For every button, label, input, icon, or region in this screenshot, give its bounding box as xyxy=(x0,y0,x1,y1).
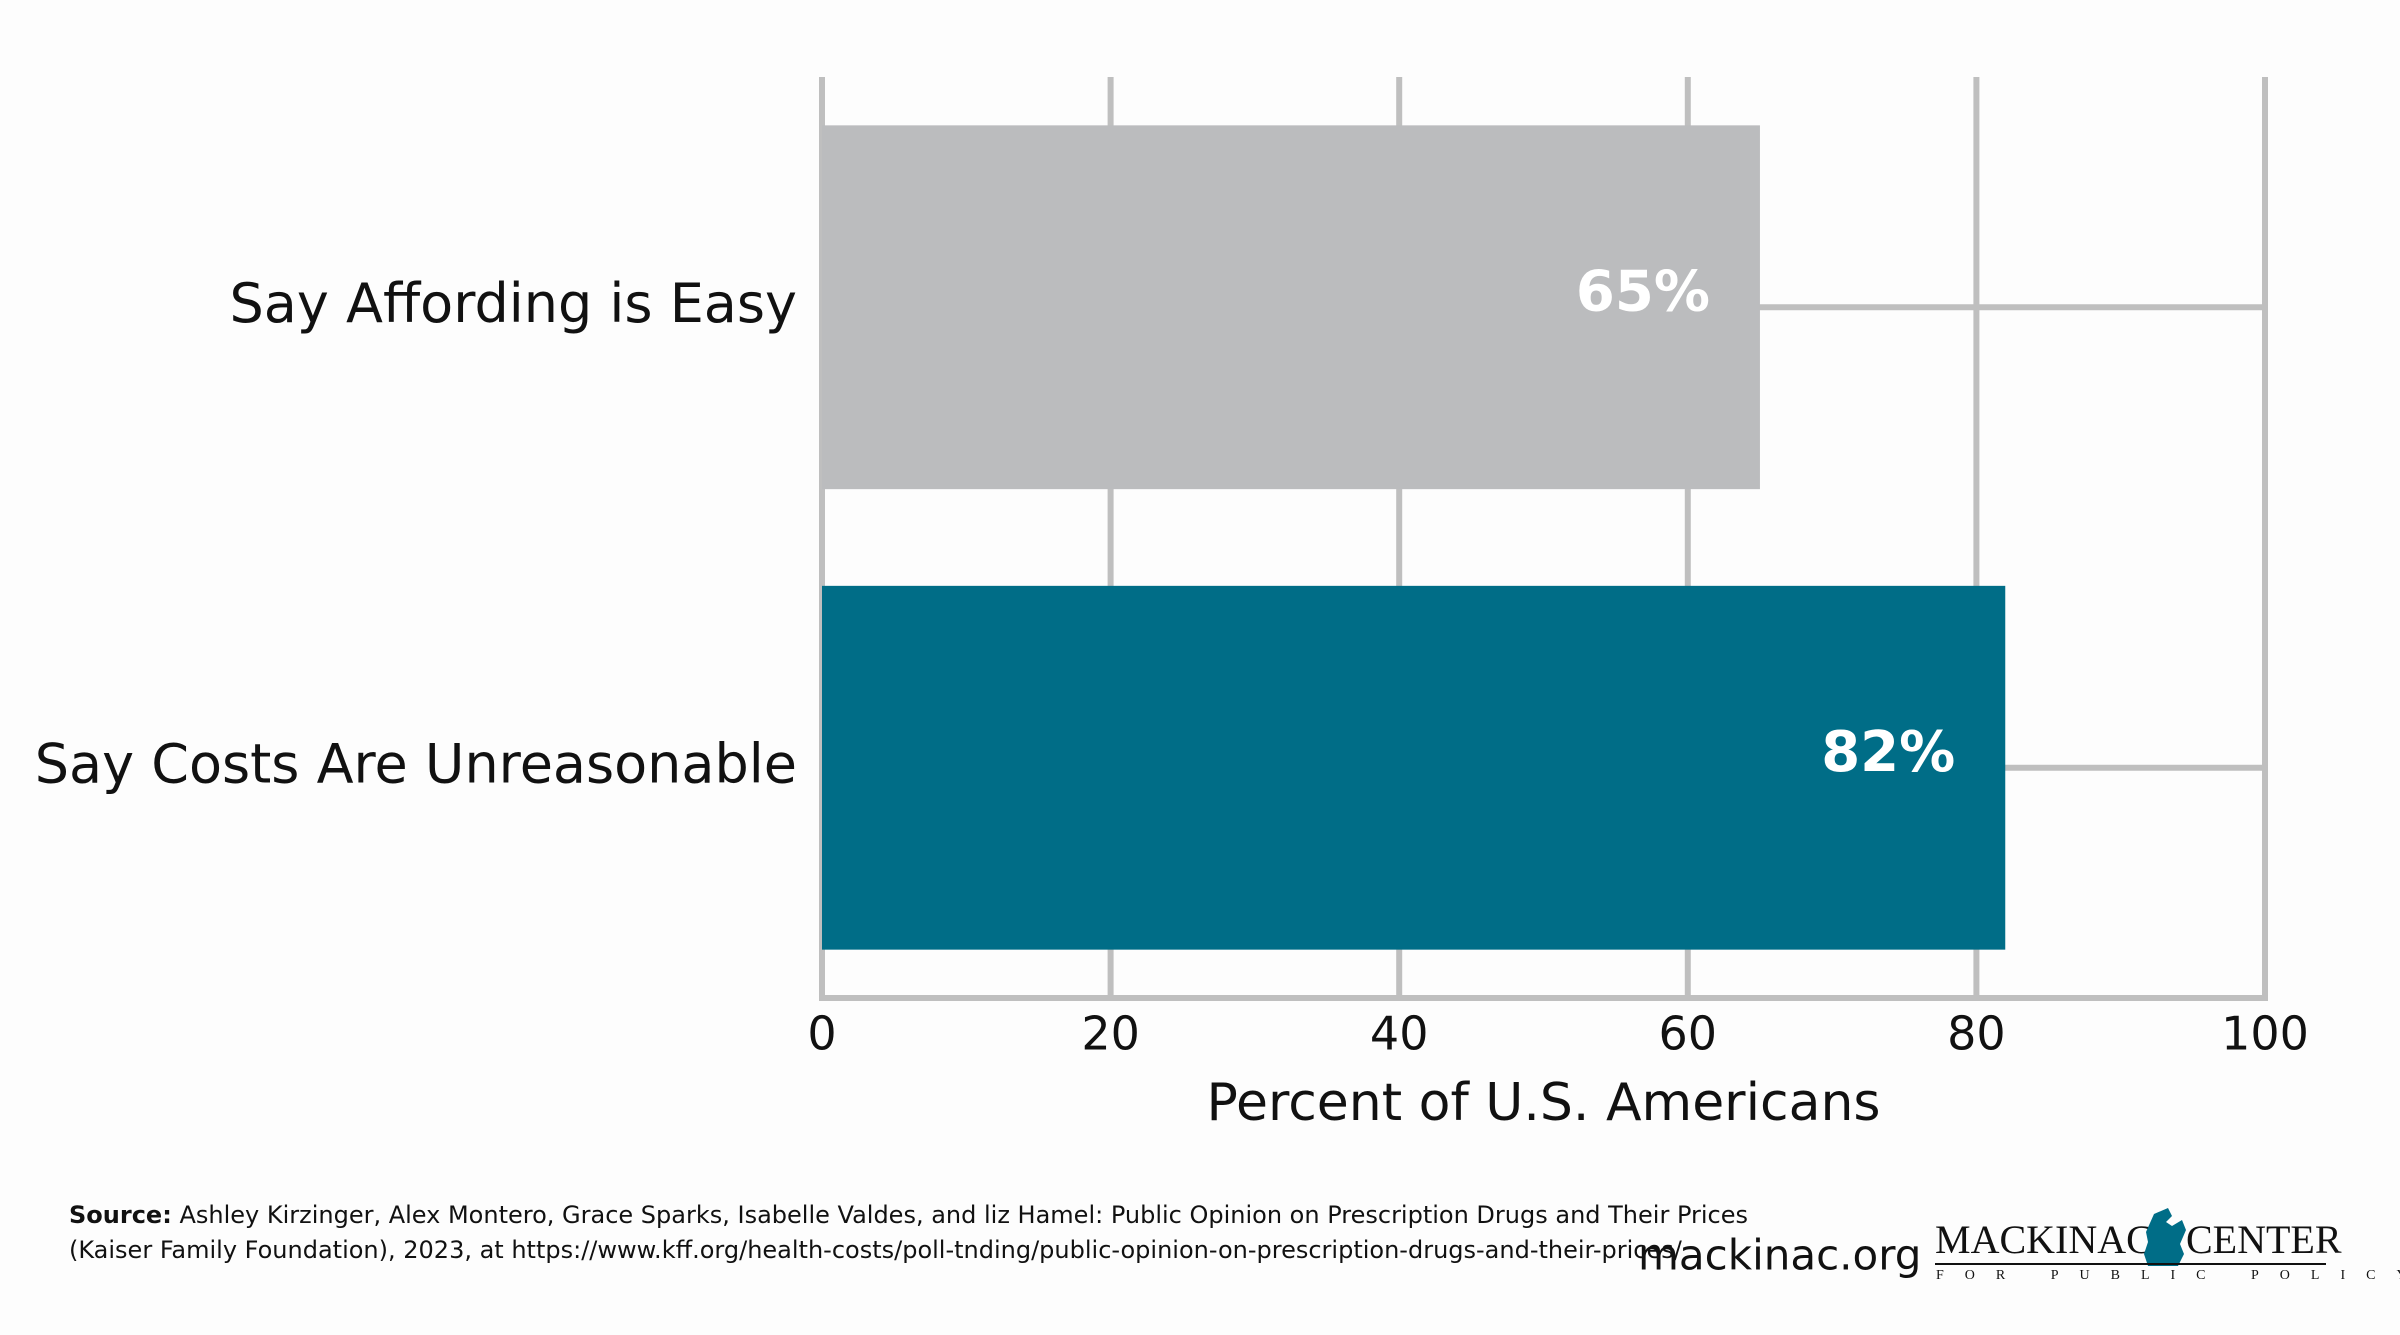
logo-tagline: FOR PUBLIC POLICY xyxy=(1936,1268,2400,1283)
bar xyxy=(822,585,2006,950)
x-tick-label: 40 xyxy=(1370,1007,1429,1061)
site-url: mackinac.org xyxy=(1638,1231,1921,1280)
x-tick-label: 60 xyxy=(1659,1007,1718,1061)
y-tick-label: Say Costs Are Unreasonable xyxy=(35,732,797,795)
x-tick-label: 80 xyxy=(1947,1007,2006,1061)
source-line-2: (Kaiser Family Foundation), 2023, at htt… xyxy=(69,1236,1683,1264)
bar xyxy=(822,125,1760,490)
x-tick-label: 20 xyxy=(1081,1007,1140,1061)
value-label: 65% xyxy=(1576,259,1710,324)
source-label: Source: xyxy=(69,1201,172,1229)
logo-icon xyxy=(2144,1208,2186,1266)
source-line-1: Source: Ashley Kirzinger, Alex Montero, … xyxy=(69,1201,1748,1229)
x-tick-label: 100 xyxy=(2221,1007,2309,1061)
logo-name-right: CENTER xyxy=(2186,1217,2342,1262)
y-tick-label: Say Affording is Easy xyxy=(230,272,797,335)
x-axis-title: Percent of U.S. Americans xyxy=(1206,1073,1880,1133)
logo-name-left: MACKINAC xyxy=(1935,1217,2153,1262)
source-text: Ashley Kirzinger, Alex Montero, Grace Sp… xyxy=(179,1201,1748,1229)
logo: MACKINAC CENTER FOR PUBLIC POLICY xyxy=(1935,1208,2400,1283)
value-label: 82% xyxy=(1821,720,1955,785)
x-tick-label: 0 xyxy=(807,1007,836,1061)
